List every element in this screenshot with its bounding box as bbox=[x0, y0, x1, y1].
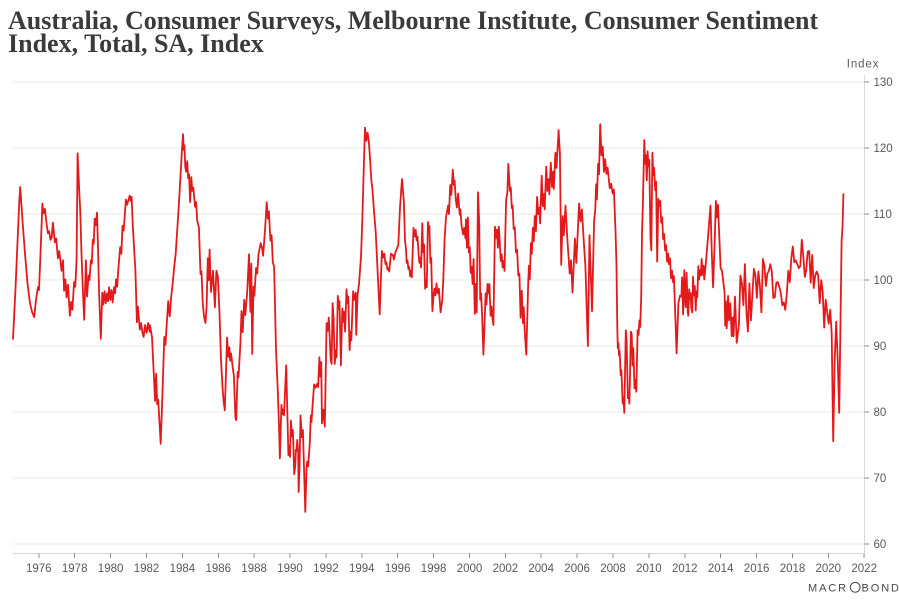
svg-text:110: 110 bbox=[874, 209, 892, 221]
svg-text:60: 60 bbox=[874, 539, 887, 551]
svg-text:2008: 2008 bbox=[600, 563, 626, 575]
svg-text:2012: 2012 bbox=[672, 563, 698, 575]
svg-text:2002: 2002 bbox=[493, 563, 519, 575]
svg-text:2020: 2020 bbox=[816, 563, 842, 575]
svg-text:1990: 1990 bbox=[277, 563, 303, 575]
svg-text:1994: 1994 bbox=[349, 563, 375, 575]
svg-text:2000: 2000 bbox=[457, 563, 483, 575]
svg-text:1978: 1978 bbox=[62, 563, 88, 575]
svg-text:1996: 1996 bbox=[385, 563, 411, 575]
svg-text:1982: 1982 bbox=[134, 563, 160, 575]
svg-text:1998: 1998 bbox=[421, 563, 447, 575]
svg-text:130: 130 bbox=[874, 77, 893, 89]
svg-text:1976: 1976 bbox=[26, 563, 52, 575]
svg-text:2014: 2014 bbox=[708, 563, 734, 575]
svg-text:2004: 2004 bbox=[528, 563, 554, 575]
svg-text:1980: 1980 bbox=[98, 563, 124, 575]
svg-text:100: 100 bbox=[874, 275, 893, 287]
svg-text:2022: 2022 bbox=[851, 563, 877, 575]
svg-text:120: 120 bbox=[874, 143, 893, 155]
svg-text:Index: Index bbox=[847, 59, 880, 71]
svg-text:2006: 2006 bbox=[564, 563, 590, 575]
svg-text:1984: 1984 bbox=[170, 563, 196, 575]
svg-text:70: 70 bbox=[874, 473, 887, 485]
svg-text:1992: 1992 bbox=[313, 563, 339, 575]
svg-text:BOND: BOND bbox=[862, 582, 899, 594]
svg-text:MACR: MACR bbox=[808, 582, 848, 594]
svg-text:80: 80 bbox=[874, 407, 887, 419]
svg-text:2010: 2010 bbox=[636, 563, 662, 575]
svg-text:1988: 1988 bbox=[241, 563, 267, 575]
svg-text:90: 90 bbox=[874, 341, 887, 353]
svg-text:1986: 1986 bbox=[206, 563, 232, 575]
svg-text:2016: 2016 bbox=[744, 563, 770, 575]
svg-text:2018: 2018 bbox=[780, 563, 806, 575]
